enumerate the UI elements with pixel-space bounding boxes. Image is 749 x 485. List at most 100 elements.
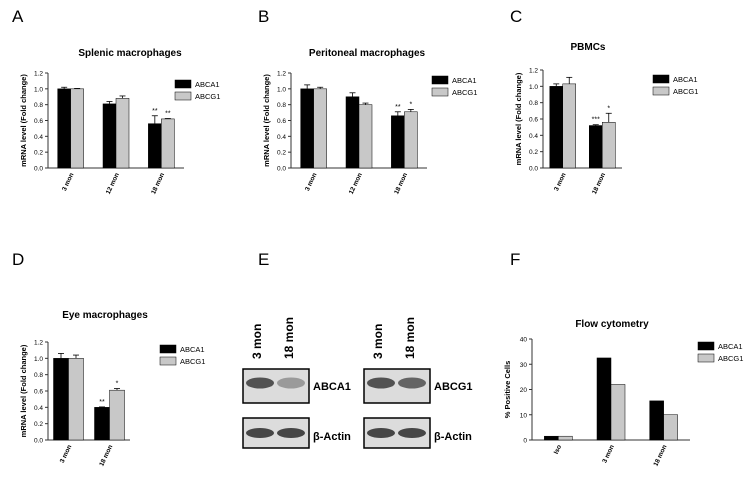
- y-tick-label: 0.4: [529, 133, 538, 140]
- bar-abcg1-18-mon: [602, 122, 616, 169]
- y-tick-label: 0.0: [34, 438, 43, 445]
- significance-label: **: [395, 104, 401, 111]
- blot-lane-label: 3 mon: [371, 324, 385, 359]
- x-tick-label: Iso: [553, 444, 563, 455]
- bar-abcg1-iso: [558, 435, 573, 441]
- bar-abca1-3-mon: [549, 86, 563, 169]
- western-blot-panel: 3 mon 18 mon ABCA1 β-Actin 3 mon 18 mon ABCG1 β…: [242, 317, 473, 449]
- blot-lane-label: 18 mon: [403, 317, 417, 359]
- bar-abca1-18-mon: [148, 123, 162, 169]
- blot-target-label: ABCG1: [434, 381, 473, 393]
- x-tick-label: 18 mon: [98, 444, 114, 468]
- y-tick-label: 0.4: [34, 134, 43, 141]
- y-tick-label: 1.2: [277, 71, 286, 78]
- bar-abcg1-18-mon: [161, 118, 175, 169]
- bar-abcg1-3-mon: [70, 88, 84, 169]
- y-tick-label: 0.0: [34, 166, 43, 173]
- y-tick-label: 1.0: [277, 86, 286, 93]
- bar-abcg1-3-mon: [313, 88, 327, 169]
- panel-letter-e: E: [258, 250, 269, 269]
- y-tick-label: 10: [520, 412, 528, 419]
- x-tick-label: 18 mon: [150, 172, 166, 196]
- bar-abcg1-18-mon: [663, 414, 678, 441]
- y-tick-label: 0.0: [529, 166, 538, 173]
- y-tick-label: 0.6: [34, 118, 43, 125]
- y-tick-label: 40: [520, 337, 528, 344]
- y-tick-label: 1.0: [34, 86, 43, 93]
- significance-label: ***: [592, 117, 600, 124]
- y-tick-label: 0.6: [34, 389, 43, 396]
- chart-panel-c: PBMCs 0.0 0.2 0.4 0.6 0.8 1.0 1.2 mRNA level (Fo…: [514, 42, 698, 195]
- bar-abcg1-18-mon: [109, 389, 125, 441]
- significance-label: **: [152, 108, 158, 115]
- x-tick-label: 18 mon: [653, 444, 669, 468]
- bar-abca1-12-mon: [102, 103, 117, 169]
- x-tick-label: 3 mon: [553, 172, 567, 192]
- chart-title: Flow cytometry: [575, 319, 649, 330]
- y-axis-label: mRNA level (Fold change): [19, 74, 28, 167]
- panel-letter-f: F: [510, 250, 520, 269]
- blot-band-actin: [277, 428, 305, 438]
- x-tick-label: 18 mon: [591, 172, 607, 196]
- y-tick-label: 0.2: [34, 421, 43, 428]
- chart-title: PBMCs: [570, 42, 605, 53]
- legend-swatch-abcg1: [431, 87, 449, 97]
- y-tick-label: 0.2: [34, 150, 43, 157]
- y-tick-label: 0.8: [34, 372, 43, 379]
- y-tick-label: 1.2: [529, 68, 538, 75]
- bar-abcg1-3-mon: [68, 358, 84, 441]
- x-tick-label: 12 mon: [348, 172, 364, 196]
- legend-swatch-abca1: [652, 74, 670, 84]
- panel-letter-a: A: [12, 7, 24, 26]
- legend-swatch-abcg1: [174, 91, 192, 101]
- y-tick-label: 0.4: [277, 134, 286, 141]
- blot-loading-control-label: β-Actin: [434, 431, 472, 443]
- y-tick-label: 1.0: [529, 84, 538, 91]
- y-tick-label: 1.2: [34, 340, 43, 347]
- blot-band-abca1: [277, 377, 305, 389]
- significance-label: *: [607, 105, 610, 112]
- blot-band-abca1: [246, 377, 274, 389]
- y-tick-label: 1.0: [34, 356, 43, 363]
- y-tick-label: 1.2: [34, 71, 43, 78]
- bar-abca1-12-mon: [345, 96, 360, 169]
- bar-abcg1-12-mon: [358, 104, 373, 169]
- chart-panel-f: Flow cytometry 0 10 20 30 40 % Positive Cells I…: [503, 319, 743, 467]
- legend-label-abcg1: ABCG1: [673, 87, 698, 96]
- y-tick-label: 0.6: [529, 117, 538, 124]
- legend-swatch-abcg1: [652, 86, 670, 96]
- panel-letter-d: D: [12, 250, 24, 269]
- panel-letter-b: B: [258, 7, 269, 26]
- legend-label-abcg1: ABCG1: [452, 88, 477, 97]
- legend-swatch-abca1: [174, 79, 192, 89]
- legend-label-abca1: ABCA1: [180, 345, 205, 354]
- blot-band-actin: [367, 428, 395, 438]
- blot-band-abcg1: [398, 377, 426, 389]
- legend-swatch-abca1: [159, 344, 177, 354]
- y-axis-label: mRNA level (Fold change): [262, 74, 271, 167]
- bar-abcg1-3-mon: [610, 384, 626, 441]
- blot-band-abcg1: [367, 377, 395, 389]
- significance-label: *: [116, 381, 119, 388]
- bar-abca1-3-mon: [53, 358, 69, 441]
- legend-swatch-abcg1: [697, 353, 715, 363]
- bar-abcg1-12-mon: [115, 98, 130, 169]
- bar-abca1-18-mon: [589, 125, 603, 169]
- y-tick-label: 20: [520, 387, 528, 394]
- y-tick-label: 0.8: [529, 100, 538, 107]
- y-axis-label: mRNA level (Fold change): [514, 72, 523, 165]
- x-tick-label: 3 mon: [304, 172, 318, 192]
- bar-abca1-18-mon: [94, 407, 110, 441]
- legend-swatch-abcg1: [159, 356, 177, 366]
- legend-label-abca1: ABCA1: [673, 75, 698, 84]
- x-tick-label: 12 mon: [105, 172, 121, 196]
- y-axis-label: % Positive Cells: [503, 361, 512, 419]
- y-tick-label: 0.2: [277, 150, 286, 157]
- blot-target-label: ABCA1: [313, 381, 351, 393]
- legend-label-abcg1: ABCG1: [195, 92, 220, 101]
- chart-title: Splenic macrophages: [78, 48, 182, 59]
- x-tick-label: 3 mon: [59, 444, 73, 464]
- blot-loading-control-label: β-Actin: [313, 431, 351, 443]
- legend-label-abcg1: ABCG1: [718, 354, 743, 363]
